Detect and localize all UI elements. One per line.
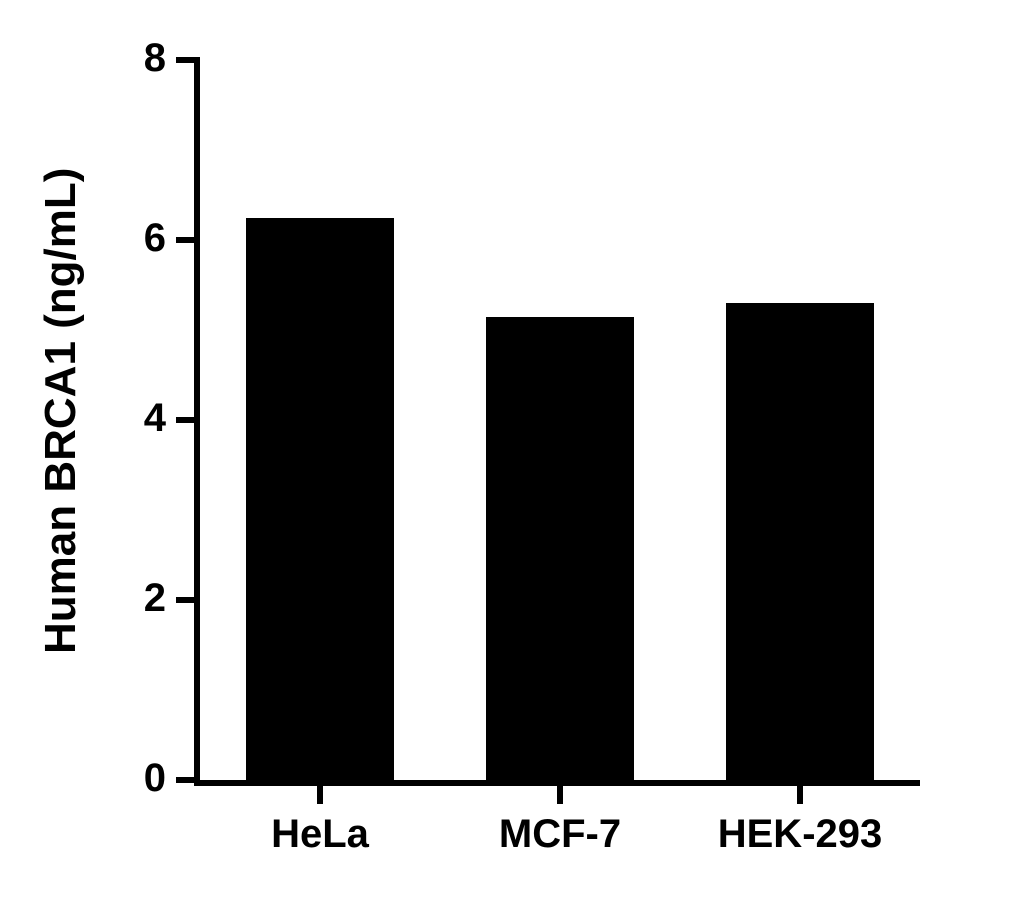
y-tick-label: 0 xyxy=(86,756,166,801)
x-tick xyxy=(797,786,803,804)
y-tick xyxy=(176,777,194,783)
bar xyxy=(246,218,395,781)
y-tick xyxy=(176,57,194,63)
x-tick-label: HeLa xyxy=(200,812,440,857)
y-tick-label: 8 xyxy=(86,36,166,81)
x-tick-label: HEK-293 xyxy=(680,812,920,857)
plot-area: 02468HeLaMCF-7HEK-293 xyxy=(200,60,920,780)
y-tick xyxy=(176,417,194,423)
y-tick xyxy=(176,237,194,243)
y-tick-label: 6 xyxy=(86,216,166,261)
y-axis-title: Human BRCA1 (ng/mL) xyxy=(36,168,86,654)
brca1-bar-chart: 02468HeLaMCF-7HEK-293Human BRCA1 (ng/mL) xyxy=(0,0,1023,909)
x-tick xyxy=(557,786,563,804)
x-tick xyxy=(317,786,323,804)
bar xyxy=(726,303,875,780)
y-tick-label: 2 xyxy=(86,576,166,621)
y-tick-label: 4 xyxy=(86,396,166,441)
y-tick xyxy=(176,597,194,603)
y-axis xyxy=(194,57,200,783)
bar xyxy=(486,317,635,781)
x-tick-label: MCF-7 xyxy=(440,812,680,857)
